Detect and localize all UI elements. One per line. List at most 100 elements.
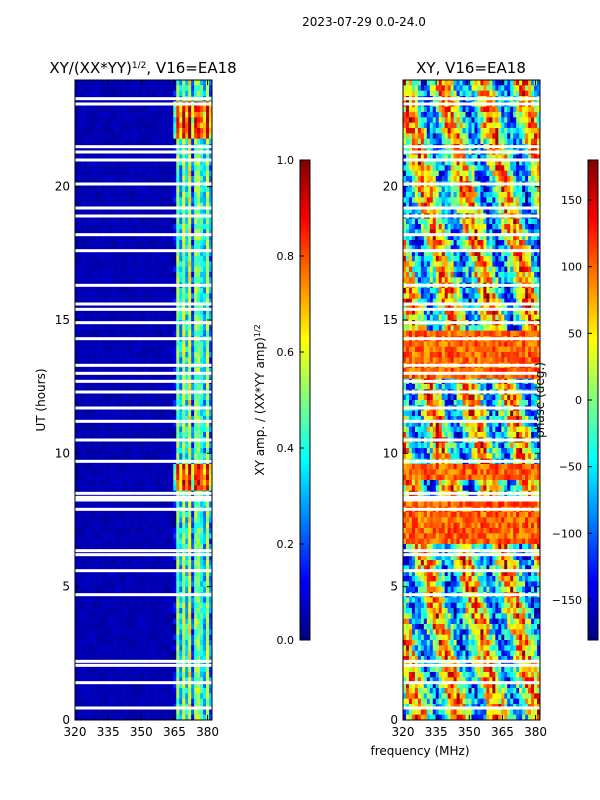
heatmap-cell	[80, 197, 85, 204]
heatmap-cell	[125, 256, 130, 262]
heatmap-cell	[104, 464, 109, 470]
heatmap-cell	[113, 250, 118, 257]
heatmap-cell	[113, 384, 118, 390]
heatmap-cell	[110, 154, 115, 161]
heatmap-cell	[146, 293, 150, 300]
heatmap-cell	[152, 186, 156, 193]
heatmap-cell	[197, 170, 201, 177]
heatmap-cell	[140, 234, 144, 241]
heatmap-cell	[173, 368, 177, 374]
heatmap-cell	[119, 373, 124, 380]
heatmap-cell	[128, 373, 132, 380]
heatmap-cell	[185, 474, 189, 481]
heatmap-cell	[131, 373, 135, 380]
heatmap-cell	[209, 112, 213, 118]
heatmap-cell	[77, 346, 82, 353]
heatmap-cell	[92, 570, 97, 577]
heatmap-cell	[209, 528, 213, 534]
heatmap-cell	[161, 480, 165, 486]
heatmap-cell	[194, 570, 198, 577]
heatmap-cell	[146, 538, 150, 545]
heatmap-cell	[116, 618, 121, 625]
heatmap-cell	[179, 522, 183, 529]
heatmap-cell	[185, 352, 189, 358]
heatmap-cell	[143, 421, 147, 428]
heatmap-cell	[209, 298, 213, 305]
heatmap-cell	[113, 570, 118, 577]
heatmap-cell	[209, 314, 213, 321]
heatmap-cell	[203, 154, 207, 161]
heatmap-cell	[206, 549, 210, 556]
heatmap-cell	[176, 640, 180, 646]
heatmap-cell	[188, 112, 192, 118]
heatmap-cell	[149, 106, 153, 113]
heatmap-cell	[83, 256, 88, 262]
heatmap-cell	[107, 256, 112, 262]
heatmap-cell	[122, 480, 127, 486]
heatmap-cell	[161, 122, 165, 129]
heatmap-cell	[92, 538, 97, 545]
heatmap-cell	[179, 229, 183, 236]
heatmap-cell	[128, 288, 132, 294]
heatmap-cell	[158, 394, 162, 401]
heatmap-cell	[98, 240, 103, 246]
heatmap-cell	[176, 106, 180, 113]
heatmap-cell	[134, 549, 138, 556]
heatmap-cell	[155, 314, 159, 321]
heatmap-cell	[80, 597, 85, 604]
heatmap-cell	[203, 650, 207, 657]
heatmap-cell	[146, 533, 150, 540]
heatmap-cell	[188, 522, 192, 529]
heatmap-cell	[119, 293, 124, 300]
heatmap-cell	[116, 517, 121, 524]
heatmap-cell	[75, 293, 79, 300]
heatmap-cell	[170, 512, 174, 518]
heatmap-cell	[125, 602, 130, 609]
heatmap-cell	[176, 469, 180, 476]
heatmap-cell	[113, 122, 118, 129]
heatmap-cell	[113, 522, 118, 529]
heatmap-cell	[119, 352, 124, 358]
heatmap-cell	[203, 192, 207, 198]
heatmap-cell	[206, 480, 210, 486]
heatmap-cell	[86, 608, 91, 614]
heatmap-cell	[209, 522, 213, 529]
heatmap-cell	[137, 565, 141, 572]
heatmap-cell	[80, 650, 85, 657]
heatmap-cell	[191, 560, 195, 566]
heatmap-cell	[107, 229, 112, 236]
heatmap-cell	[200, 368, 204, 374]
heatmap-cell	[197, 554, 201, 561]
heatmap-cell	[158, 304, 162, 310]
heatmap-cell	[182, 309, 186, 316]
heatmap-cell	[110, 85, 115, 92]
heatmap-cell	[101, 517, 106, 524]
heatmap-cell	[101, 117, 106, 124]
heatmap-cell	[152, 448, 156, 454]
heatmap-cell	[107, 544, 112, 550]
heatmap-cell	[149, 224, 153, 230]
heatmap-cell	[209, 432, 213, 438]
heatmap-cell	[158, 480, 162, 486]
heatmap-cell	[137, 208, 141, 214]
heatmap-cell	[170, 122, 174, 129]
heatmap-cell	[83, 80, 88, 86]
heatmap-cell	[164, 544, 168, 550]
heatmap-cell	[101, 629, 106, 636]
heatmap-cell	[86, 288, 91, 294]
heatmap-cell	[149, 352, 153, 358]
heatmap-cell	[104, 186, 109, 193]
heatmap-cell	[179, 197, 183, 204]
heatmap-cell	[125, 133, 130, 140]
heatmap-cell	[137, 352, 141, 358]
heatmap-cell	[167, 629, 171, 636]
heatmap-cell	[188, 309, 192, 316]
heatmap-cell	[107, 560, 112, 566]
heatmap-cell	[122, 197, 127, 204]
heatmap-cell	[75, 170, 79, 177]
heatmap-cell	[167, 122, 171, 129]
heatmap-cell	[209, 346, 213, 353]
heatmap-cell	[75, 538, 79, 545]
heatmap-cell	[152, 517, 156, 524]
heatmap-cell	[173, 613, 177, 620]
